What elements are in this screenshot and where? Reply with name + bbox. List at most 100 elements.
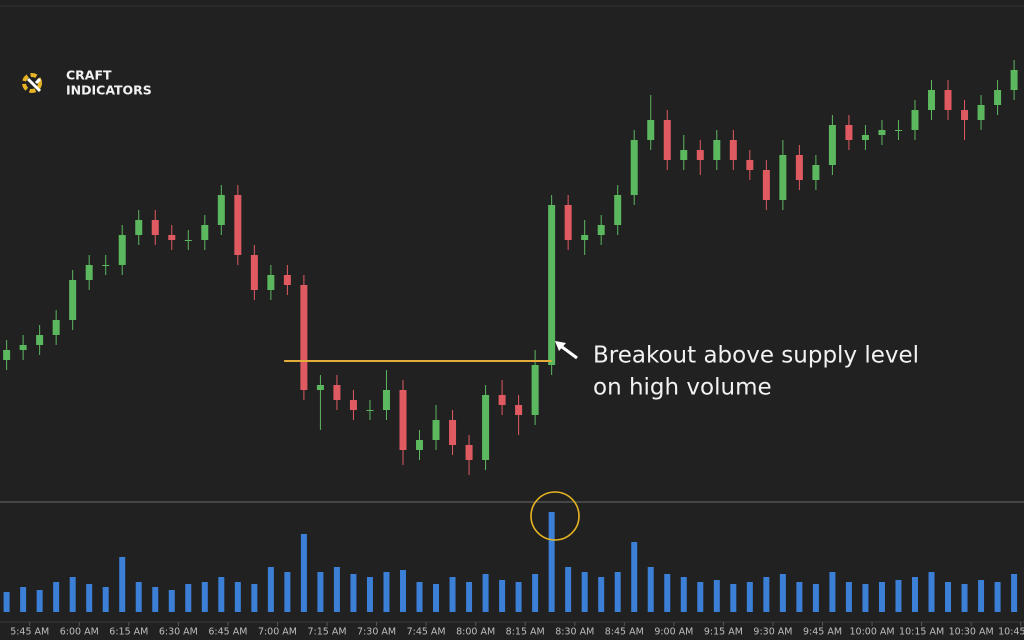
- volume-bar: [532, 574, 539, 612]
- candle-body: [564, 205, 572, 240]
- candle-body: [36, 335, 44, 345]
- logo-icon: [22, 73, 42, 93]
- x-tick-label: 7:45 AM: [407, 627, 446, 638]
- candle-body: [614, 195, 622, 225]
- volume-bar: [945, 582, 952, 612]
- x-tick-label: 9:30 AM: [753, 627, 792, 638]
- candle-body: [482, 395, 490, 460]
- candle-body: [779, 155, 787, 200]
- candle-body: [382, 390, 390, 410]
- candle-body: [118, 235, 126, 265]
- candle-body: [531, 365, 539, 415]
- volume-bar: [482, 574, 489, 612]
- candle-body: [548, 205, 556, 365]
- candle-body: [69, 280, 77, 320]
- volume-bar: [251, 584, 258, 612]
- volume-bar: [102, 587, 109, 612]
- highlight-circle: [530, 491, 580, 541]
- candle-body: [283, 275, 291, 285]
- candle-body: [399, 390, 407, 450]
- candle-body: [795, 155, 803, 180]
- volume-bar: [119, 557, 126, 612]
- volume-bar: [713, 580, 720, 612]
- candle-body: [432, 420, 440, 440]
- logo: CRAFT INDICATORS: [22, 68, 152, 98]
- volume-bar: [433, 584, 440, 612]
- candle-body: [663, 120, 671, 160]
- volume-bar: [20, 587, 27, 612]
- candle-body: [696, 150, 704, 160]
- x-tick-label: 7:00 AM: [258, 627, 297, 638]
- candle-body: [300, 285, 308, 390]
- x-tick-label: 6:00 AM: [60, 627, 99, 638]
- arrow-head: [555, 341, 566, 351]
- volume-bar: [350, 574, 357, 612]
- volume-bar: [779, 574, 786, 612]
- x-tick-label: 8:00 AM: [456, 627, 495, 638]
- x-tick-label: 6:45 AM: [208, 627, 247, 638]
- volume-bar: [680, 577, 687, 612]
- x-tick-label: 8:30 AM: [555, 627, 594, 638]
- volume-bar: [185, 584, 192, 612]
- volume-bar: [895, 580, 902, 612]
- candle-body: [845, 125, 853, 140]
- candle-body: [597, 225, 605, 235]
- candle-body: [184, 240, 192, 241]
- volume-bar: [135, 582, 142, 612]
- annotation: on high volume: [593, 375, 772, 401]
- candle-body: [894, 130, 902, 131]
- candle-body: [944, 90, 952, 110]
- candle-body: [713, 140, 721, 160]
- volume-bar: [829, 572, 836, 612]
- candle-body: [465, 445, 473, 460]
- volume-bar: [36, 590, 43, 612]
- candle-body: [630, 140, 638, 195]
- candle-body: [911, 110, 919, 130]
- candle-body: [977, 105, 985, 120]
- candle-body: [828, 125, 836, 165]
- candle-body: [234, 195, 242, 255]
- x-tick-label: 9:15 AM: [704, 627, 743, 638]
- x-tick-label: 9:45 AM: [803, 627, 842, 638]
- candle-body: [961, 110, 969, 120]
- x-tick-label: 8:15 AM: [506, 627, 545, 638]
- x-tick-label: 10:15 AM: [899, 627, 944, 638]
- volume-bar: [928, 572, 935, 612]
- volume-bar: [664, 574, 671, 612]
- volume-bar: [168, 590, 175, 612]
- x-tick-label: 9:00 AM: [654, 627, 693, 638]
- candle-body: [217, 195, 225, 225]
- volume-bar: [1011, 574, 1018, 612]
- candle-body: [729, 140, 737, 160]
- candle-body: [135, 220, 143, 235]
- candle-body: [498, 395, 506, 405]
- candle-body: [994, 90, 1002, 105]
- candle-body: [515, 405, 523, 415]
- candle-body: [250, 255, 258, 290]
- volume-bar: [317, 572, 324, 612]
- candle-body: [449, 420, 457, 445]
- volume-bar: [152, 587, 159, 612]
- volume-bar: [911, 577, 918, 612]
- volume-bar: [614, 572, 621, 612]
- candle-body: [201, 225, 209, 240]
- volume-bar: [399, 570, 406, 612]
- candle-body: [349, 400, 357, 410]
- candle-body: [85, 265, 93, 280]
- volume-bar: [961, 584, 968, 612]
- volume-bar: [548, 512, 555, 612]
- volume-bar: [796, 582, 803, 612]
- x-tick-label: 10:45 AM: [998, 627, 1024, 638]
- volume-bar: [416, 582, 423, 612]
- volume-bar: [3, 592, 10, 612]
- volume-bar: [697, 582, 704, 612]
- volume-bar: [978, 580, 985, 612]
- volume-bar: [845, 582, 852, 612]
- candle-body: [267, 275, 275, 290]
- candle-body: [416, 440, 424, 450]
- volume-bar: [201, 582, 208, 612]
- x-tick-label: 6:15 AM: [109, 627, 148, 638]
